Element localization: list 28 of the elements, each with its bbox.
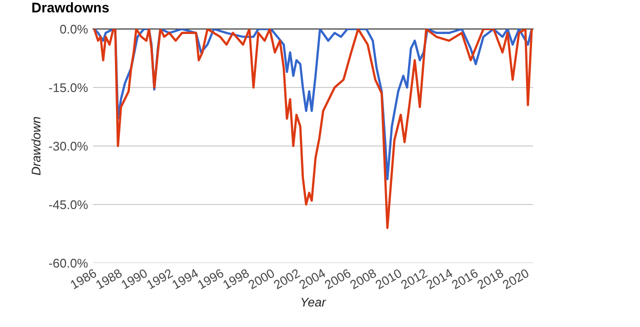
- x-tick-label: 2000: [248, 268, 276, 290]
- chart-title: Drawdowns: [32, 2, 109, 12]
- y-tick-label: -15.0%: [49, 83, 88, 92]
- x-tick-label: 2018: [476, 268, 504, 290]
- x-tick-label: 1988: [95, 268, 123, 290]
- y-tick-label: 0.0%: [60, 24, 88, 34]
- x-tick-label: 2012: [400, 268, 428, 290]
- y-tick-label: -60.0%: [49, 258, 88, 268]
- x-tick-label: 2002: [273, 268, 301, 290]
- x-tick-label: 2008: [349, 268, 377, 290]
- x-tick-label: 2004: [298, 268, 326, 290]
- y-tick-label: -45.0%: [49, 200, 88, 210]
- line-series: [93, 29, 533, 230]
- x-tick-label: 2016: [451, 268, 479, 290]
- y-tick-label: -30.0%: [49, 142, 88, 151]
- x-tick-label: 1986: [70, 268, 98, 290]
- y-axis-title: Drawdown: [31, 117, 41, 176]
- x-tick-label: 2006: [324, 268, 352, 290]
- x-tick-label: 2014: [426, 268, 454, 290]
- x-tick-label: 2020: [502, 268, 530, 290]
- x-tick-label: 1994: [172, 268, 200, 290]
- x-tick-label: 1992: [146, 268, 174, 290]
- line-series: [93, 29, 533, 180]
- x-tick-label: 1996: [197, 268, 224, 290]
- x-tick-label: 1998: [222, 268, 250, 290]
- x-tick-label: 1990: [120, 268, 148, 290]
- x-axis-title: Year: [301, 298, 326, 307]
- x-tick-label: 2010: [374, 268, 402, 290]
